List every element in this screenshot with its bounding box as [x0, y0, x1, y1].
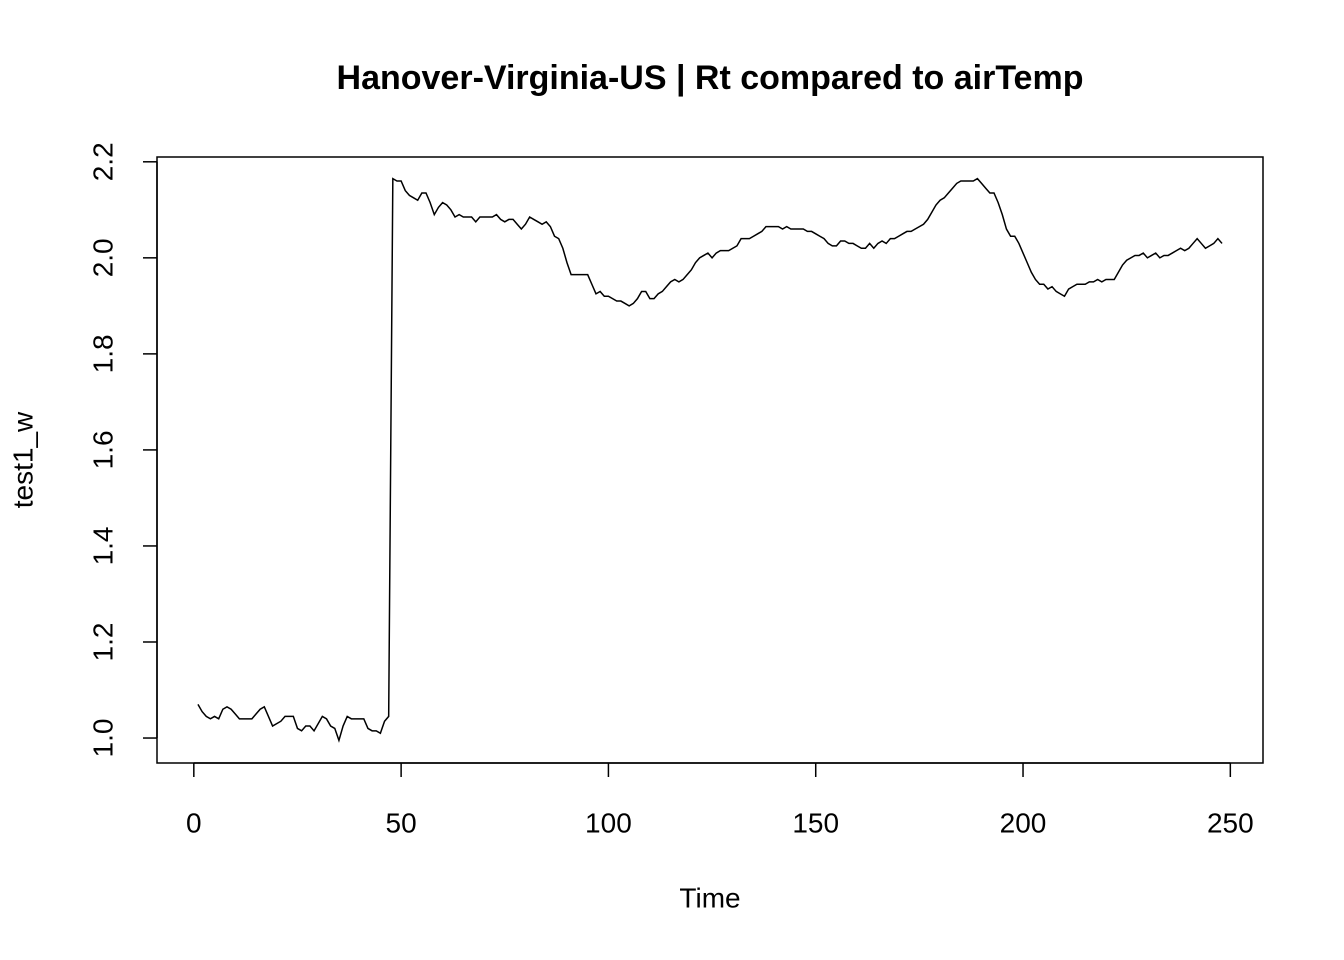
x-tick-label: 50	[386, 807, 417, 838]
y-tick-label: 1.4	[87, 526, 118, 565]
y-tick-label: 1.8	[87, 334, 118, 373]
x-tick-label: 250	[1207, 807, 1254, 838]
y-axis-label: test1_w	[7, 411, 38, 508]
x-tick-label: 150	[792, 807, 839, 838]
plot-box	[156, 156, 1264, 764]
x-axis-label: Time	[679, 882, 740, 913]
x-tick-label: 200	[1000, 807, 1047, 838]
y-tick-label: 2.2	[87, 142, 118, 181]
y-tick-label: 1.6	[87, 430, 118, 469]
chart-title: Hanover-Virginia-US | Rt compared to air…	[337, 59, 1084, 97]
y-tick-label: 1.2	[87, 623, 118, 662]
y-tick-label: 2.0	[87, 238, 118, 277]
x-tick-label: 0	[186, 807, 202, 838]
x-tick-label: 100	[585, 807, 632, 838]
y-tick-label: 1.0	[87, 719, 118, 758]
series-line	[197, 177, 1223, 743]
